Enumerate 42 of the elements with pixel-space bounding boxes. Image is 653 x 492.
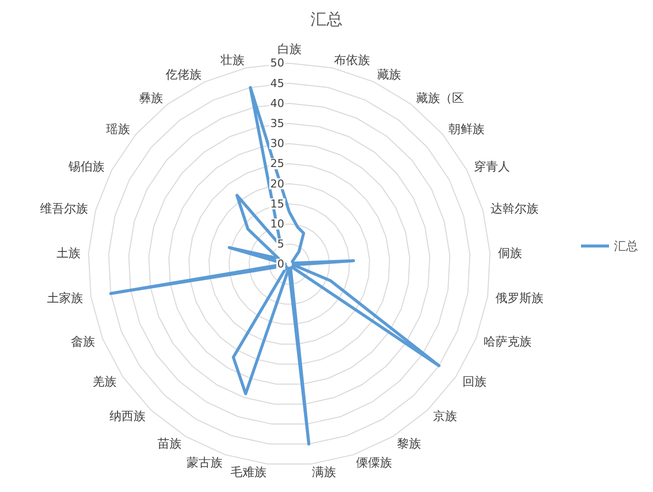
spoke-label: 达斡尔族 [490,201,539,216]
y-tick-label: 40 [270,96,284,110]
spoke-label: 俄罗斯族 [496,291,544,306]
spoke-label: 藏族 [377,68,402,82]
spoke-label: 侗族 [498,246,522,260]
legend-label: 汇总 [614,239,638,253]
chart-title: 汇总 [310,10,342,28]
y-tick-label: 35 [270,117,284,130]
spoke-label: 苗族 [158,436,182,450]
spoke-label: 布依族 [334,53,370,68]
spoke-label: 瑶族 [106,122,130,136]
spoke-label: 黎族 [397,436,422,450]
spoke-label: 彝族 [138,90,163,105]
spoke-label: 蒙古族 [186,455,223,470]
spoke-label: 土家族 [47,291,84,306]
y-tick-label: 20 [270,177,284,190]
y-tick-label: 45 [270,76,284,90]
y-tick-label: 30 [270,137,284,150]
spoke-label: 藏族（区 [416,90,464,105]
spoke-label: 傈僳族 [356,455,392,470]
spoke-label: 毛难族 [230,464,267,479]
spoke-label: 壮族 [219,53,244,68]
y-tick-label: 0 [277,258,284,271]
spoke-label: 朝鲜族 [448,122,485,136]
y-tick-label: 50 [270,56,284,70]
spoke-label: 哈萨克族 [483,334,532,349]
y-tick-label: 10 [270,218,284,231]
y-tick-label: 25 [270,157,284,170]
spoke-label: 纳西族 [110,408,146,423]
spoke-label: 穿青人 [474,159,510,174]
spoke-label: 满族 [312,464,336,479]
spoke-label: 畲族 [71,334,96,349]
spoke-label: 羌族 [92,374,116,388]
spoke-label: 锡伯族 [68,159,105,174]
y-tick-label: 5 [277,238,284,251]
spoke-label: 土族 [56,246,81,260]
spoke-label: 仡佬族 [164,68,202,82]
spoke-label: 回族 [462,374,486,388]
spoke-label: 维吾尔族 [40,201,88,216]
y-tick-label: 15 [270,197,284,210]
spoke-label: 白族 [277,42,302,56]
spoke-label: 京族 [433,408,458,423]
